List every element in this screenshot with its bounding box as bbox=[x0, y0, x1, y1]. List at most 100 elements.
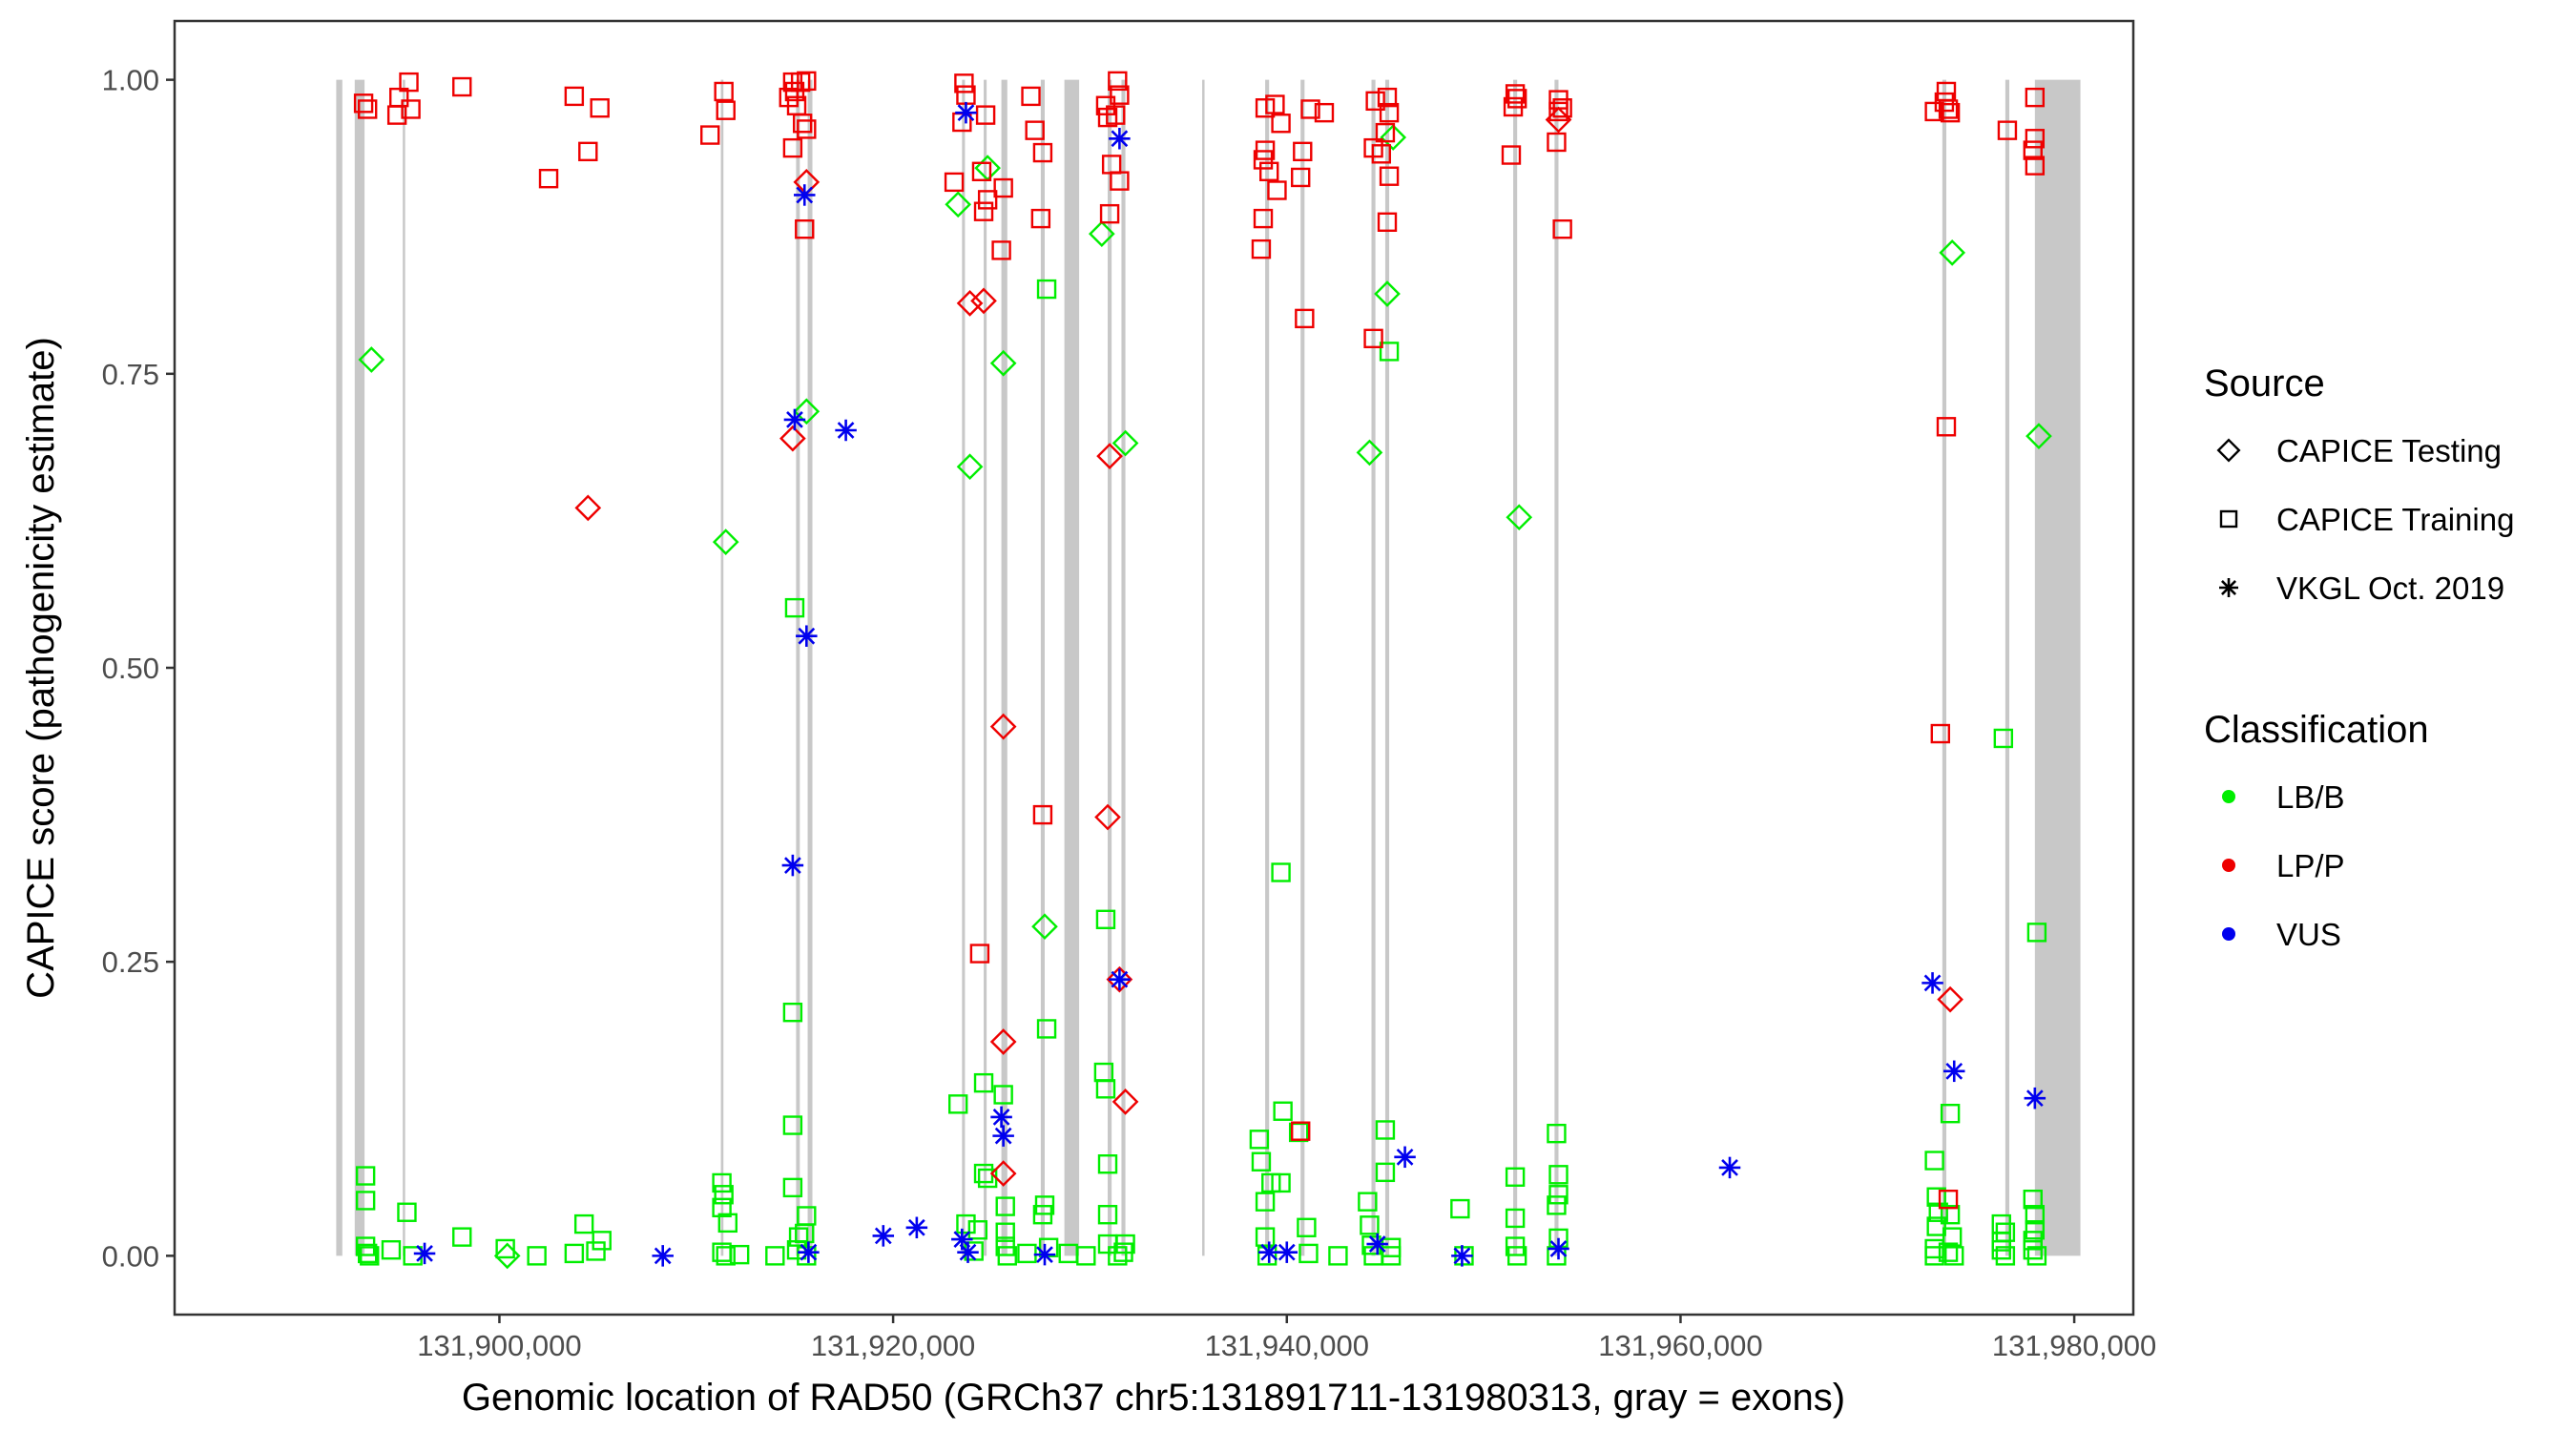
exon-band bbox=[807, 79, 813, 1256]
data-point bbox=[716, 1246, 736, 1266]
data-point bbox=[1942, 1060, 1965, 1083]
data-point bbox=[1363, 328, 1383, 349]
data-point bbox=[782, 72, 803, 93]
data-point bbox=[397, 1202, 417, 1222]
data-point bbox=[1251, 1151, 1272, 1172]
data-point bbox=[1097, 1205, 1118, 1225]
data-point bbox=[590, 98, 610, 118]
data-point bbox=[1036, 1019, 1057, 1039]
data-point bbox=[358, 99, 378, 119]
data-point bbox=[1993, 728, 2014, 749]
data-point bbox=[527, 1246, 547, 1266]
data-point bbox=[1109, 128, 1131, 150]
asterisk-stroke bbox=[1368, 1235, 1386, 1253]
data-point bbox=[970, 287, 997, 315]
data-point bbox=[1366, 1233, 1388, 1255]
data-point bbox=[1379, 102, 1400, 123]
asterisk-stroke bbox=[837, 422, 855, 439]
x-tick-label: 131,980,000 bbox=[1992, 1329, 2156, 1362]
data-point bbox=[779, 425, 806, 452]
asterisk-stroke bbox=[1036, 1246, 1053, 1264]
asterisk-stroke bbox=[1278, 1243, 1296, 1261]
data-point bbox=[1718, 1156, 1741, 1179]
data-point bbox=[991, 240, 1011, 260]
data-point bbox=[1942, 1227, 1963, 1247]
data-point bbox=[1938, 1242, 1959, 1262]
data-point bbox=[1257, 1246, 1278, 1266]
data-point bbox=[2024, 1087, 2046, 1110]
data-point bbox=[1940, 1104, 1961, 1124]
data-point bbox=[956, 1213, 976, 1234]
exon-band bbox=[1064, 79, 1080, 1256]
data-point bbox=[1096, 443, 1123, 469]
data-point bbox=[1375, 1120, 1396, 1140]
data-point bbox=[493, 1242, 521, 1270]
data-point bbox=[2023, 1189, 2043, 1210]
data-point bbox=[538, 168, 559, 189]
data-point bbox=[989, 1160, 1017, 1187]
data-point bbox=[989, 349, 1017, 377]
data-point bbox=[797, 71, 817, 92]
data-point bbox=[578, 141, 598, 162]
exon-band bbox=[1300, 79, 1305, 1256]
data-point bbox=[969, 944, 990, 964]
data-point bbox=[381, 1239, 402, 1260]
data-point bbox=[1106, 105, 1126, 125]
asterisk-stroke bbox=[1260, 1243, 1278, 1261]
data-point bbox=[1109, 968, 1131, 990]
data-point bbox=[1991, 1239, 2011, 1260]
data-point bbox=[1099, 203, 1120, 224]
data-point bbox=[360, 1246, 380, 1266]
exon-layer bbox=[336, 79, 2081, 1256]
data-point bbox=[573, 1213, 594, 1234]
point-layer bbox=[353, 71, 2052, 1270]
data-point bbox=[1381, 1246, 1402, 1266]
data-point bbox=[714, 1185, 734, 1205]
data-point bbox=[716, 100, 736, 120]
data-point bbox=[1088, 220, 1115, 247]
data-point bbox=[797, 1246, 817, 1266]
data-point bbox=[1379, 342, 1400, 362]
data-point bbox=[717, 1213, 737, 1234]
data-point bbox=[1255, 98, 1276, 118]
data-point bbox=[1548, 1165, 1568, 1185]
data-point bbox=[2026, 1246, 2047, 1266]
data-point bbox=[1031, 913, 1058, 941]
data-point bbox=[997, 1246, 1017, 1266]
data-point bbox=[1295, 308, 1315, 329]
legend-classification-items: LB/B LP/P VUS bbox=[2222, 779, 2345, 952]
data-point bbox=[835, 419, 857, 442]
data-point bbox=[1249, 1130, 1270, 1150]
data-point bbox=[1032, 1205, 1053, 1225]
data-point bbox=[353, 93, 374, 114]
data-point bbox=[1451, 1245, 1473, 1267]
data-point bbox=[1944, 1246, 1964, 1266]
exon-band bbox=[1942, 79, 1946, 1256]
data-point bbox=[712, 1172, 732, 1193]
data-point bbox=[973, 1072, 994, 1093]
plot-panel bbox=[173, 19, 2135, 1317]
asterisk-stroke bbox=[1923, 974, 1942, 992]
asterisk-stroke bbox=[959, 1243, 977, 1261]
data-point bbox=[2023, 140, 2043, 160]
legend-source-items: CAPICE Testing CAPICE Training VKGL Oct. 2… bbox=[2216, 433, 2514, 606]
data-point bbox=[712, 1197, 732, 1218]
y-tick-label: 0.75 bbox=[102, 358, 159, 391]
data-point bbox=[1291, 1121, 1311, 1141]
legend-source-label: CAPICE Testing bbox=[2276, 433, 2502, 468]
data-point bbox=[1111, 429, 1139, 457]
data-point bbox=[1936, 417, 1957, 437]
data-point bbox=[358, 1243, 378, 1264]
data-point bbox=[781, 854, 804, 877]
legend-class-label: LB/B bbox=[2276, 779, 2345, 815]
data-point bbox=[1267, 180, 1287, 200]
asterisk-stroke bbox=[786, 411, 803, 428]
data-point bbox=[1265, 94, 1285, 114]
data-point bbox=[1271, 114, 1291, 134]
data-point bbox=[1379, 166, 1400, 186]
data-point bbox=[1251, 238, 1272, 259]
data-point bbox=[1548, 1237, 1569, 1260]
data-point bbox=[1938, 99, 1959, 119]
exon-band bbox=[2005, 79, 2010, 1256]
series-vus-vkgl-oct-2019 bbox=[413, 101, 2046, 1267]
